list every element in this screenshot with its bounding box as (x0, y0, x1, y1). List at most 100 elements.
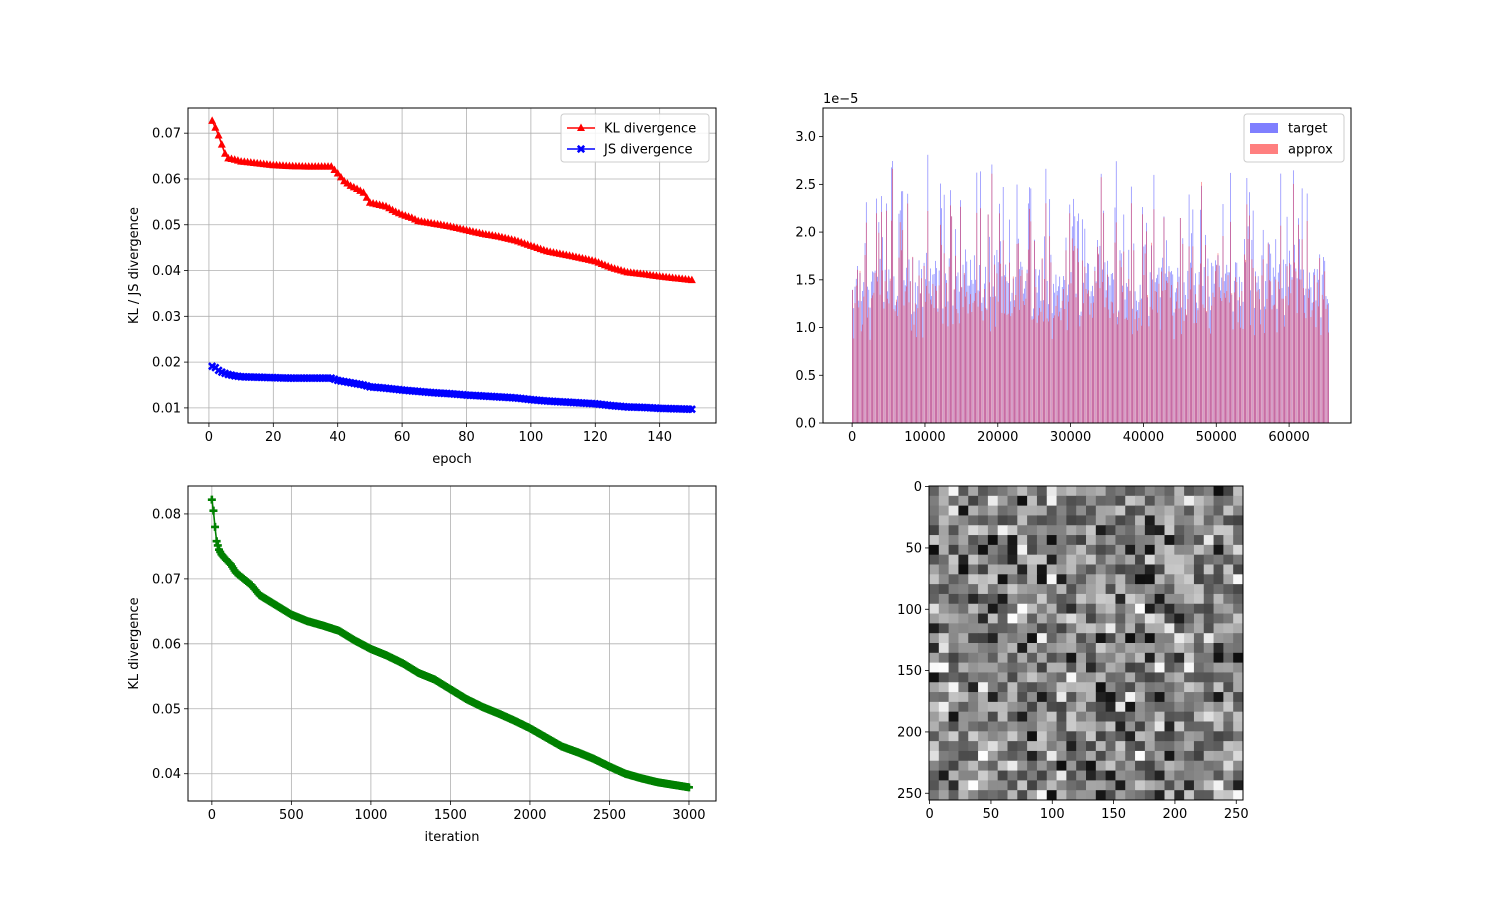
heatmap-cell (1007, 662, 1018, 673)
heatmap-cell (938, 554, 950, 565)
heatmap-cell (1017, 662, 1028, 673)
approx-bar (941, 244, 942, 423)
heatmap-cell (1125, 554, 1136, 565)
heatmap-cell (1076, 790, 1087, 801)
heatmap-cell (1164, 505, 1175, 516)
heatmap-cell (1017, 495, 1028, 507)
heatmap-cell (1174, 692, 1185, 703)
approx-bar (1267, 243, 1269, 423)
heatmap-cell (938, 505, 950, 516)
heatmap-cell (1056, 721, 1067, 732)
heatmap-cell (1076, 652, 1087, 664)
heatmap-cell (1125, 662, 1136, 673)
heatmap-cell (938, 780, 950, 791)
heatmap-cell (978, 544, 989, 556)
heatmap-cell (1233, 721, 1244, 732)
approx-bar (1169, 297, 1171, 423)
heatmap-cell (1203, 525, 1215, 536)
heatmap-cell (1046, 662, 1058, 673)
heatmap-cell (1213, 692, 1224, 703)
heatmap-cell (1203, 682, 1215, 693)
heatmap-cell (1233, 593, 1244, 605)
heatmap-cell (997, 574, 1008, 585)
heatmap-cell (1223, 643, 1234, 654)
heatmap-cell (1144, 593, 1156, 605)
heatmap-cell (938, 692, 950, 703)
approx-bar (1311, 310, 1313, 423)
heatmap-cell (1213, 711, 1224, 722)
heatmap-cell (968, 780, 979, 791)
heatmap-cell (1193, 643, 1205, 654)
divergence-epoch-y-label: KL / JS divergence (127, 207, 142, 324)
approx-bar (1223, 293, 1225, 423)
heatmap-cell (938, 760, 950, 772)
heatmap-cell (1056, 711, 1067, 722)
heatmap-cell (1086, 662, 1097, 673)
heatmap-cell (1125, 652, 1136, 664)
heatmap-cell (1115, 711, 1126, 722)
heatmap-cell (1007, 701, 1018, 713)
heatmap-cell (1203, 692, 1215, 703)
approx-bar (1110, 301, 1112, 423)
approx-bar (973, 300, 975, 423)
heatmap-cell (1066, 505, 1077, 516)
kl-iteration-x-label: iteration (425, 830, 480, 845)
heatmap-cell (1144, 623, 1156, 634)
heatmap-cell (1154, 790, 1165, 801)
approx-bar (1186, 314, 1187, 423)
heatmap-cell (1007, 633, 1018, 644)
heatmap-cell (1036, 750, 1048, 762)
approx-bar (989, 282, 990, 423)
heatmap-cell (1223, 544, 1234, 556)
approx-bar (962, 307, 964, 423)
approx-bar (1058, 316, 1059, 423)
heatmap-cell (1154, 495, 1165, 507)
heatmap-cell (1017, 750, 1028, 762)
heatmap-cell (1066, 603, 1077, 615)
heatmap-cell (1017, 535, 1028, 546)
heatmap-cell (1144, 564, 1156, 575)
heatmap-cell (1213, 535, 1224, 546)
approx-bar (1123, 251, 1125, 423)
heatmap-cell (1095, 643, 1107, 654)
heatmap-cell (1115, 701, 1126, 713)
heatmap-cell (968, 662, 979, 673)
heatmap-cell (1174, 672, 1185, 683)
heatmap-cell (1193, 544, 1205, 556)
heatmap-cell (1193, 721, 1205, 732)
heatmap-cell (1115, 613, 1126, 624)
approx-bar (1032, 318, 1034, 423)
heatmap-cell (1135, 731, 1146, 742)
heatmap-cell (1193, 495, 1205, 507)
heatmap-cell (1135, 593, 1146, 605)
heatmap-cell (997, 643, 1008, 654)
divergence-epoch-series-0-point (336, 172, 345, 181)
heatmap-cell (929, 623, 940, 634)
approx-bar (981, 311, 983, 423)
heatmap-cell (1017, 731, 1028, 742)
heatmap-cell (1086, 643, 1097, 654)
heatmap-cell (1184, 486, 1195, 497)
heatmap-cell (1066, 731, 1077, 742)
heatmap-cell (1223, 741, 1234, 752)
approx-bar (1247, 239, 1249, 423)
heatmap-cell (1115, 692, 1126, 703)
heatmap-cell (1036, 731, 1048, 742)
heatmap-cell (997, 652, 1008, 664)
heatmap-cell (958, 643, 969, 654)
approx-bar (1271, 309, 1273, 423)
heatmap-cell (1086, 564, 1097, 575)
heatmap-cell (1125, 633, 1136, 644)
heatmap-cell (938, 662, 950, 673)
heatmap-cell (1174, 535, 1185, 546)
approx-bar (922, 337, 924, 423)
heatmap-cell (1223, 525, 1234, 536)
approx-bar (942, 323, 944, 423)
heatmap-cell (958, 672, 969, 683)
heatmap-cell (1017, 770, 1028, 781)
heatmap-cell (1066, 652, 1077, 664)
heatmap-cell (1036, 780, 1048, 791)
heatmap-y-tick-label: 200 (897, 725, 922, 740)
heatmap-cell (1135, 692, 1146, 703)
target-approx-x-tick-label: 30000 (1050, 430, 1091, 445)
